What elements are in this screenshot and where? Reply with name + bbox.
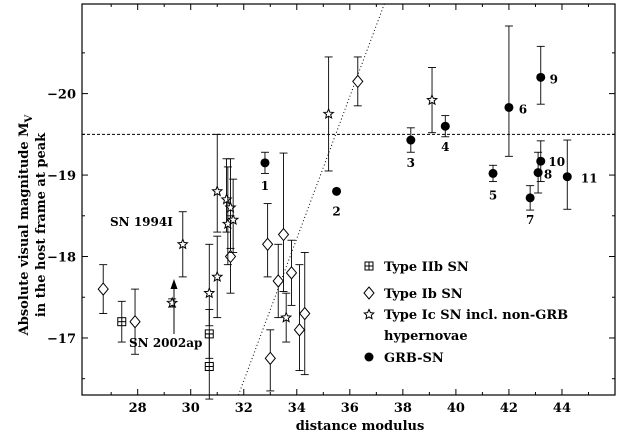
- point-type-ic: [176, 237, 189, 250]
- plot-frame: [81, 3, 616, 396]
- legend-label-type-ib: Type Ib SN: [384, 287, 463, 302]
- y-axis-title-main: Absolute visual magnitude M: [17, 122, 32, 336]
- legend: Type IIb SN Type Ib SN Type Ic SN incl. …: [363, 260, 568, 366]
- point-type-iib: [117, 317, 127, 327]
- y-tick-label: −18: [47, 251, 76, 266]
- point-label-8: 8: [544, 168, 552, 182]
- y-tick-label: −20: [47, 88, 76, 103]
- point-label-5: 5: [489, 188, 497, 202]
- point-type-ib: [293, 323, 306, 337]
- point-type-ib: [285, 266, 298, 280]
- point-type-ib: [352, 74, 364, 89]
- point-grb-sn: [536, 72, 546, 82]
- point-grb-sn: [440, 121, 450, 131]
- legend-marker-circle: [364, 352, 374, 362]
- point-grb-sn: [406, 135, 416, 145]
- point-grb-sn: [332, 186, 342, 196]
- point-grb-sn: [525, 193, 535, 203]
- point-type-ib: [272, 274, 284, 288]
- x-tick-label: 40: [447, 401, 465, 416]
- point-label-11: 11: [581, 172, 598, 186]
- annotation-sn-1994i: SN 1994I: [110, 215, 173, 229]
- point-type-ib: [264, 351, 276, 366]
- x-tick-label: 38: [394, 401, 412, 416]
- point-type-ic: [211, 185, 224, 197]
- point-label-9: 9: [550, 72, 558, 86]
- point-type-ib: [129, 314, 141, 329]
- x-tick-label: 42: [500, 401, 518, 416]
- point-label-4: 4: [441, 140, 449, 154]
- annotation-arrow-head: [170, 279, 178, 289]
- annotation-sn-2002ap: SN 2002ap: [129, 336, 202, 350]
- point-type-ic: [227, 213, 240, 225]
- trend-line: [237, 4, 385, 395]
- legend-marker-diamond: [363, 286, 375, 300]
- legend-marker-star: [363, 308, 375, 320]
- point-label-1: 1: [261, 179, 269, 193]
- y-tick-label: −17: [47, 332, 76, 347]
- legend-marker-boxed-plus: [364, 261, 374, 271]
- x-tick-label: 28: [129, 401, 147, 416]
- point-label-10: 10: [548, 155, 565, 169]
- x-tick-label: 44: [553, 401, 571, 416]
- point-type-ib: [299, 306, 311, 321]
- point-type-ic: [280, 311, 293, 323]
- point-grb-sn: [488, 168, 498, 178]
- x-tick-label: 30: [182, 401, 200, 416]
- point-grb-sn: [260, 158, 270, 168]
- x-tick-label: 36: [341, 401, 359, 416]
- legend-label-grb-sn: GRB-SN: [384, 351, 444, 366]
- point-type-ic: [211, 270, 224, 282]
- y-axis-title: Absolute visual magnitude MV: [17, 114, 35, 336]
- legend-label-type-iib: Type IIb SN: [384, 260, 469, 275]
- x-tick-label: 34: [288, 401, 306, 416]
- point-type-ic: [203, 286, 216, 299]
- point-type-ic: [166, 296, 179, 309]
- point-grb-sn: [536, 156, 546, 166]
- point-type-ib: [261, 237, 274, 252]
- y-axis-title-line2: in the host frame at peak: [34, 132, 49, 317]
- point-type-ic: [426, 93, 439, 106]
- point-grb-sn: [504, 102, 514, 112]
- point-grb-sn: [562, 172, 572, 182]
- point-label-7: 7: [526, 213, 534, 227]
- point-label-6: 6: [519, 102, 527, 116]
- point-type-ic: [322, 107, 335, 120]
- point-type-ic: [224, 201, 237, 213]
- x-tick-label: 32: [235, 401, 253, 416]
- y-tick-label: −19: [47, 169, 76, 184]
- point-label-3: 3: [407, 156, 415, 170]
- x-axis-title: distance modulus: [296, 419, 425, 434]
- y-axis-title-subscript: V: [24, 114, 35, 123]
- point-type-iib: [204, 361, 214, 371]
- point-type-ib: [97, 282, 109, 296]
- point-type-ic: [220, 193, 233, 205]
- legend-label-type-ic: Type Ic SN incl. non-GRB: [384, 308, 568, 323]
- point-type-ib: [277, 227, 290, 242]
- legend-label-type-ic-line2: hypernovae: [384, 329, 468, 344]
- plot-elements: 28 30 32 34 36 38 40 42 44−17−18−19−201234567891…: [47, 3, 616, 416]
- point-label-2: 2: [332, 204, 340, 218]
- point-grb-sn: [533, 168, 543, 178]
